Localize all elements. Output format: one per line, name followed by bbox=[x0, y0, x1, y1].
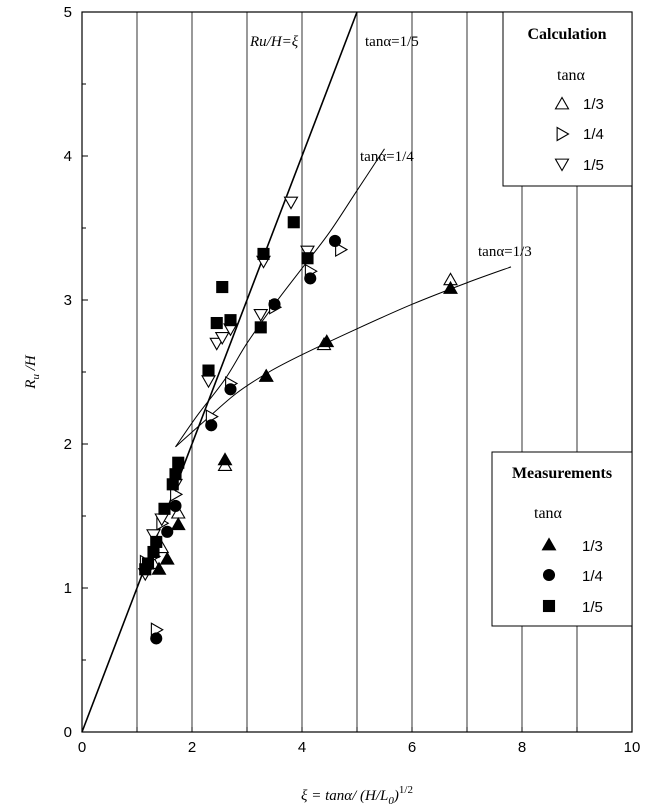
data-point bbox=[257, 247, 270, 260]
data-point bbox=[319, 334, 335, 348]
axis-ticks: 0 2 4 6 8 10 0 1 2 3 4 5 bbox=[64, 4, 641, 756]
data-point bbox=[328, 234, 342, 248]
legend-measurements-item-2: 1/4 bbox=[582, 568, 603, 585]
data-point bbox=[216, 280, 229, 294]
data-point bbox=[335, 242, 349, 258]
curve-label-1-3: tanα=1/3 bbox=[478, 244, 532, 260]
data-point bbox=[224, 383, 237, 396]
y-tick-label: 4 bbox=[64, 148, 72, 165]
legend-measurements-subtitle: tanα bbox=[534, 505, 563, 522]
data-point bbox=[161, 525, 174, 538]
legend-measurements-markers bbox=[541, 537, 557, 613]
x-tick-label: 2 bbox=[188, 739, 196, 756]
legend-measurements-item-1: 1/3 bbox=[582, 538, 603, 555]
legend-calculation-box bbox=[502, 11, 633, 187]
data-point bbox=[166, 478, 179, 491]
data-point bbox=[258, 368, 274, 382]
x-tick-label: 0 bbox=[78, 739, 86, 756]
data-point bbox=[443, 280, 458, 294]
legend-marker bbox=[554, 96, 570, 110]
x-tick-label: 4 bbox=[298, 739, 306, 756]
legend-marker bbox=[542, 568, 556, 582]
legend-measurements: Measurements tanα 1/3 1/4 1/5 bbox=[491, 451, 633, 627]
legend-calculation-item-1: 1/3 bbox=[583, 96, 604, 113]
legend-measurements-title: Measurements bbox=[512, 465, 612, 482]
data-point bbox=[169, 468, 182, 481]
legend-calculation-title: Calculation bbox=[527, 26, 606, 43]
data-point bbox=[254, 321, 267, 334]
curve-label-1-5: tanα=1/5 bbox=[365, 34, 419, 50]
legend-calculation-item-2: 1/4 bbox=[583, 126, 604, 143]
grid bbox=[136, 12, 578, 732]
legend-marker bbox=[541, 537, 557, 551]
x-tick-label: 10 bbox=[624, 739, 641, 756]
legend-calculation-markers bbox=[554, 96, 570, 172]
curve-label-1-4: tanα=1/4 bbox=[360, 149, 414, 165]
y-tick-label: 1 bbox=[64, 580, 72, 597]
data-point bbox=[147, 545, 160, 559]
data-point bbox=[217, 452, 233, 466]
y-tick-label: 5 bbox=[64, 4, 72, 21]
legend-marker bbox=[554, 158, 570, 172]
curve-line bbox=[175, 148, 385, 448]
data-point bbox=[253, 308, 269, 323]
data-point bbox=[304, 272, 317, 285]
data-point bbox=[301, 252, 314, 265]
data-point bbox=[209, 337, 225, 351]
data-point bbox=[151, 561, 167, 575]
data-point bbox=[158, 502, 171, 515]
data-point bbox=[150, 535, 163, 548]
x-axis-label: ξ = tanα/ (H/L0)1/2 bbox=[301, 784, 413, 807]
x-tick-label: 8 bbox=[518, 739, 526, 756]
legend-calculation-item-3: 1/5 bbox=[583, 157, 604, 174]
x-axis-label-main: ξ = tanα/ (H/L bbox=[301, 788, 388, 804]
legend-calculation-subtitle: tanα bbox=[557, 67, 586, 84]
data-point bbox=[201, 375, 216, 389]
x-axis-label-close: ) bbox=[393, 788, 399, 804]
data-point bbox=[202, 364, 215, 377]
data-point bbox=[205, 419, 218, 432]
data-point bbox=[214, 332, 230, 346]
data-point bbox=[170, 517, 186, 531]
data-point bbox=[169, 499, 182, 512]
y-tick-label: 0 bbox=[64, 724, 72, 741]
y-tick-label: 2 bbox=[64, 436, 72, 453]
legend-marker bbox=[542, 599, 556, 613]
x-axis-label-sup: 1/2 bbox=[399, 784, 413, 796]
data-point bbox=[224, 314, 237, 327]
y-axis-label: Ru /H bbox=[23, 354, 42, 390]
x-tick-label: 6 bbox=[408, 739, 416, 756]
y-axis-label-main: R bbox=[23, 380, 39, 390]
data-point bbox=[170, 486, 184, 502]
y-axis-label-sub: u bbox=[30, 374, 42, 380]
y-tick-label: 3 bbox=[64, 292, 72, 309]
data-point bbox=[172, 456, 185, 469]
data-point bbox=[287, 216, 300, 229]
legend-measurements-box bbox=[491, 451, 633, 627]
x-axis-label-sub: 0 bbox=[388, 795, 394, 807]
identity-line-label: Ru/H=ξ bbox=[249, 34, 299, 50]
y-axis-label-rest: /H bbox=[23, 354, 39, 374]
data-point bbox=[283, 196, 299, 210]
data-points bbox=[137, 196, 458, 645]
legend-measurements-item-3: 1/5 bbox=[582, 599, 603, 616]
data-point bbox=[210, 316, 223, 330]
data-point bbox=[159, 551, 175, 565]
data-point bbox=[146, 529, 161, 543]
data-point bbox=[150, 632, 163, 645]
data-point bbox=[141, 557, 155, 570]
data-point bbox=[300, 245, 315, 259]
curve-line bbox=[81, 11, 358, 733]
curves bbox=[81, 11, 512, 733]
legend-marker bbox=[556, 126, 570, 142]
legend-calculation: Calculation tanα 1/3 1/4 1/5 bbox=[502, 11, 633, 187]
data-point bbox=[268, 298, 281, 311]
